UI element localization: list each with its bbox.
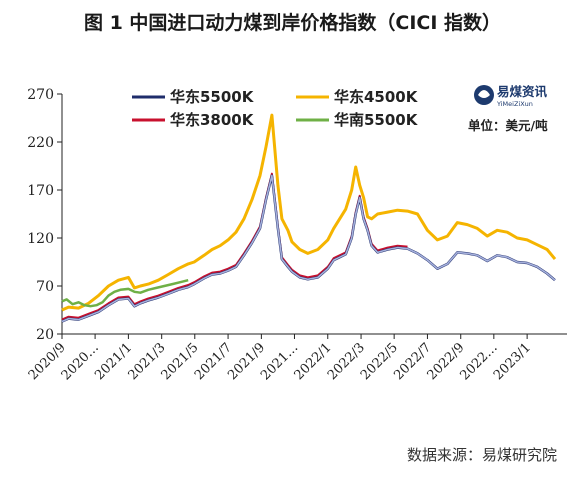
legend-label: 华东3800K [170,111,255,129]
series-line-0-highlight [61,174,556,323]
y-tick-label: 20 [36,327,54,343]
y-tick-label: 170 [27,183,54,199]
y-tick-label: 120 [27,231,54,247]
legend-label: 华东4500K [334,88,419,106]
brand-sub: YiMeiZiXun [496,100,533,108]
y-tick-label: 70 [36,279,54,295]
series-line-1 [61,113,557,312]
legend: 华东5500K 华东4500K 华东3800K 华南5500K [132,88,419,129]
y-tick-label: 270 [27,87,54,103]
series-line-2 [61,172,408,321]
series-line-3 [61,278,189,308]
brand-name: 易煤资讯 [497,84,548,99]
y-tick-label: 220 [27,135,54,151]
legend-label: 华南5500K [334,111,419,129]
unit-label: 单位：美元/吨 [468,118,548,133]
series-line-0 [61,174,556,323]
brand-logo-swoosh [478,90,490,98]
source-label: 数据来源：易煤研究院 [406,446,557,464]
series-layer [61,113,557,323]
x-tick-label: 2023/1 [491,340,534,383]
chart-title: 图 1 中国进口动力煤到岸价格指数（CICI 指数） [83,12,502,34]
legend-label: 华东5500K [170,88,255,106]
brand-logo: 易煤资讯 YiMeiZiXun [474,84,548,108]
